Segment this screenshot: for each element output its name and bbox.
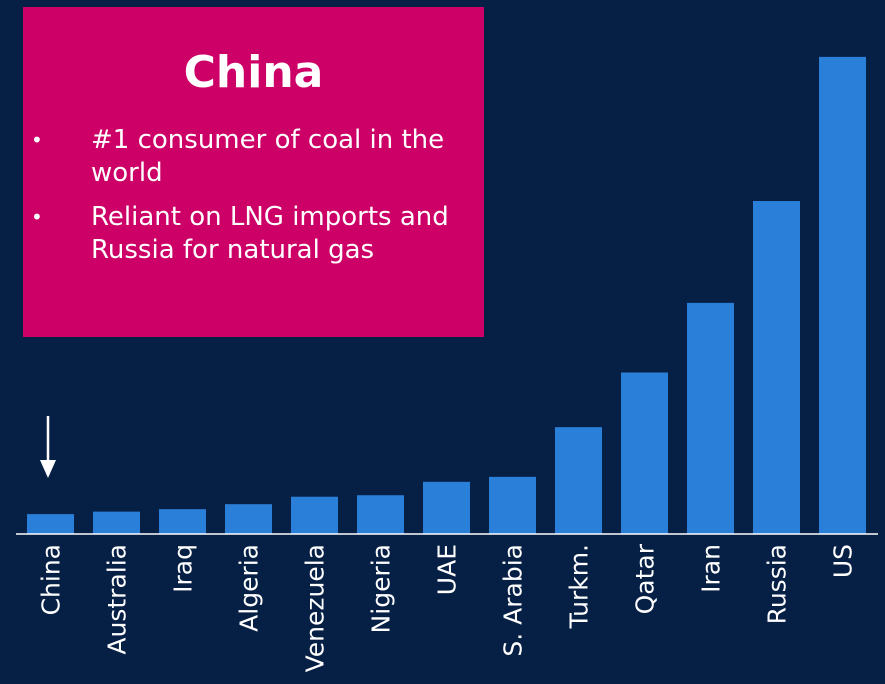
callout-bullet-text: #1 consumer of coal in the world bbox=[91, 125, 445, 188]
bar-venezuela bbox=[291, 496, 338, 534]
x-tick-label: Iran bbox=[697, 544, 726, 593]
callout-bullet-list: • #1 consumer of coal in the world • Rel… bbox=[23, 124, 484, 278]
bar-qatar bbox=[621, 372, 668, 534]
x-tick-label: Venezuela bbox=[301, 544, 330, 672]
x-tick-label: Qatar bbox=[631, 543, 660, 614]
x-tick-label: US bbox=[829, 544, 858, 578]
callout-bullet: • Reliant on LNG imports and Russia for … bbox=[23, 201, 484, 267]
x-tick-label: Turkm. bbox=[565, 544, 594, 629]
callout-bullet-text: Reliant on LNG imports and Russia for na… bbox=[91, 202, 449, 265]
x-tick-label: Iraq bbox=[169, 544, 198, 593]
bullet-icon: • bbox=[31, 205, 43, 229]
bar-turkm bbox=[555, 427, 602, 534]
bullet-icon: • bbox=[31, 128, 43, 152]
x-tick-label: Russia bbox=[763, 544, 792, 624]
bar-australia bbox=[93, 511, 140, 534]
callout-title: China bbox=[183, 47, 324, 98]
china-callout: China • #1 consumer of coal in the world… bbox=[23, 7, 484, 337]
x-tick-label: UAE bbox=[433, 544, 462, 595]
down-arrow-icon bbox=[40, 416, 56, 478]
bar-us bbox=[819, 56, 866, 534]
bar-china bbox=[27, 514, 74, 534]
bar-iraq bbox=[159, 509, 206, 534]
bar-algeria bbox=[225, 504, 272, 534]
x-tick-label: Nigeria bbox=[367, 544, 396, 633]
bar-s-arabia bbox=[489, 476, 536, 534]
bar-uae bbox=[423, 481, 470, 534]
x-tick-label: Algeria bbox=[235, 544, 264, 632]
x-tick-label: Australia bbox=[103, 544, 132, 655]
x-tick-label: China bbox=[37, 544, 66, 615]
bar-iran bbox=[687, 302, 734, 534]
callout-bullet: • #1 consumer of coal in the world bbox=[23, 124, 484, 190]
bar-nigeria bbox=[357, 495, 404, 534]
x-tick-label: S. Arabia bbox=[499, 544, 528, 657]
bar-russia bbox=[753, 201, 800, 534]
